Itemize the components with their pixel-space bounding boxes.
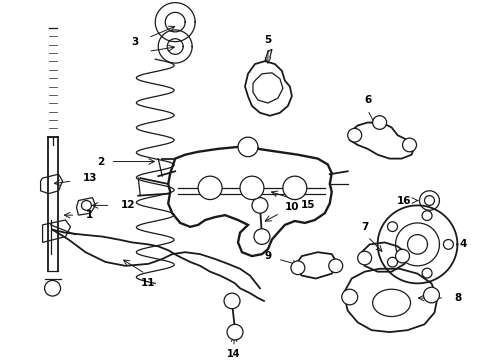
- Text: 6: 6: [364, 95, 371, 105]
- Text: 4: 4: [460, 239, 467, 249]
- Ellipse shape: [372, 289, 411, 316]
- Text: 8: 8: [454, 293, 462, 303]
- Circle shape: [227, 324, 243, 340]
- Circle shape: [348, 129, 362, 142]
- Text: 9: 9: [265, 251, 271, 261]
- Circle shape: [422, 268, 432, 278]
- Circle shape: [238, 137, 258, 157]
- Circle shape: [443, 239, 453, 249]
- Circle shape: [388, 222, 397, 231]
- Circle shape: [403, 138, 416, 152]
- Circle shape: [423, 287, 440, 303]
- Circle shape: [283, 176, 307, 199]
- Circle shape: [388, 257, 397, 267]
- Text: 7: 7: [361, 222, 368, 232]
- Text: 2: 2: [97, 157, 104, 167]
- Circle shape: [395, 249, 410, 263]
- Text: 16: 16: [397, 195, 412, 206]
- Circle shape: [342, 289, 358, 305]
- Circle shape: [422, 211, 432, 221]
- Circle shape: [224, 293, 240, 309]
- Text: 11: 11: [141, 278, 155, 288]
- Circle shape: [252, 198, 268, 213]
- Text: 13: 13: [82, 173, 97, 183]
- Circle shape: [329, 259, 343, 273]
- Circle shape: [291, 261, 305, 275]
- Text: 3: 3: [132, 37, 139, 47]
- Circle shape: [240, 176, 264, 199]
- Text: 5: 5: [264, 35, 271, 45]
- Circle shape: [254, 229, 270, 244]
- Text: 14: 14: [227, 349, 241, 359]
- Text: 12: 12: [121, 201, 135, 210]
- Circle shape: [372, 116, 387, 129]
- Circle shape: [358, 251, 371, 265]
- Text: 1: 1: [85, 210, 93, 220]
- Text: 15: 15: [300, 201, 315, 210]
- Circle shape: [198, 176, 222, 199]
- Text: 10: 10: [285, 202, 299, 212]
